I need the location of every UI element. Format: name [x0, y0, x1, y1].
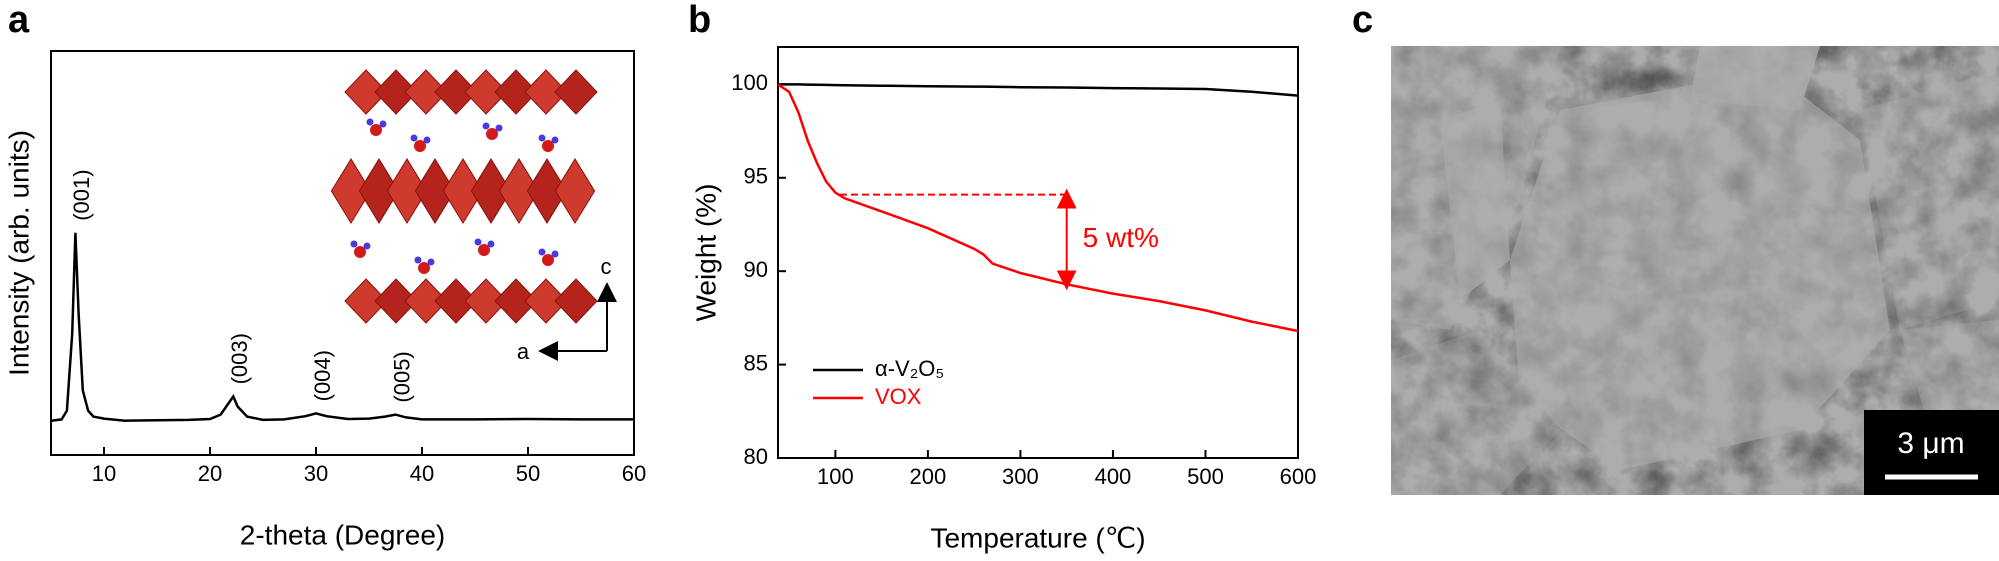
legend-label: VOX	[875, 384, 922, 409]
molecule-h	[366, 118, 374, 126]
peak-label: (004)	[310, 350, 335, 401]
x-tick-label: 20	[198, 461, 222, 486]
peak-label: (003)	[227, 333, 252, 384]
x-tick-label: 200	[910, 464, 947, 489]
molecule-h	[551, 136, 559, 144]
molecule-o	[542, 140, 554, 152]
peak-label: (001)	[69, 169, 94, 220]
y-axis-title: Intensity (arb. units)	[3, 130, 34, 376]
molecule-o	[478, 244, 490, 256]
panel-label: a	[8, 0, 30, 41]
molecule-o	[354, 246, 366, 258]
molecule-h	[495, 124, 503, 132]
inset-axis-label: a	[517, 339, 530, 364]
x-axis-title: 2-theta (Degree)	[240, 519, 445, 550]
peak-label: (005)	[389, 351, 414, 402]
x-tick-label: 600	[1280, 464, 1317, 489]
molecule-h	[423, 136, 431, 144]
plot-frame	[777, 46, 1299, 459]
legend-label: α-V₂O₅	[875, 356, 944, 381]
octahedron	[554, 69, 598, 115]
x-tick-label: 500	[1187, 464, 1224, 489]
molecule-h	[482, 122, 490, 130]
molecule-h	[410, 134, 418, 142]
y-axis-title: Weight (%)	[690, 184, 721, 322]
x-tick-label: 40	[410, 461, 434, 486]
molecule-o	[542, 254, 554, 266]
panel-label: b	[688, 0, 711, 41]
data-line	[777, 83, 1299, 333]
molecule-h	[474, 238, 482, 246]
molecule-o	[370, 124, 382, 136]
crystal-inset	[330, 69, 598, 324]
octahedron	[554, 278, 598, 324]
x-tick-label: 300	[1002, 464, 1039, 489]
y-tick-label: 80	[744, 444, 768, 469]
x-tick-label: 400	[1095, 464, 1132, 489]
x-tick-label: 100	[817, 464, 854, 489]
molecule-h	[379, 120, 387, 128]
molecule-h	[414, 256, 422, 264]
molecule-h	[350, 240, 358, 248]
y-tick-label: 95	[744, 164, 768, 189]
x-tick-label: 10	[92, 461, 116, 486]
molecule-h	[538, 248, 546, 256]
x-axis-title: Temperature (℃)	[930, 522, 1145, 553]
molecule-o	[486, 128, 498, 140]
molecule-o	[418, 262, 430, 274]
panel-label: c	[1352, 0, 1373, 41]
plot-frame	[50, 50, 635, 456]
inset-axis-label: c	[601, 254, 612, 279]
annotation: 5 wt%	[1083, 222, 1159, 253]
molecule-h	[363, 242, 371, 250]
molecule-h	[551, 250, 559, 258]
molecule-o	[414, 140, 426, 152]
molecule-h	[427, 258, 435, 266]
data-line	[50, 232, 634, 422]
molecule-h	[538, 134, 546, 142]
octahedron	[554, 158, 596, 224]
scale-bar-label: 3 μm	[1897, 427, 1964, 460]
y-tick-label: 85	[744, 350, 768, 375]
y-tick-label: 100	[731, 70, 768, 95]
sem-image	[1391, 46, 1999, 495]
data-line	[778, 83, 1299, 97]
x-tick-label: 30	[304, 461, 328, 486]
y-tick-label: 90	[744, 257, 768, 282]
molecule-h	[487, 240, 495, 248]
x-tick-label: 60	[622, 461, 646, 486]
x-tick-label: 50	[516, 461, 540, 486]
